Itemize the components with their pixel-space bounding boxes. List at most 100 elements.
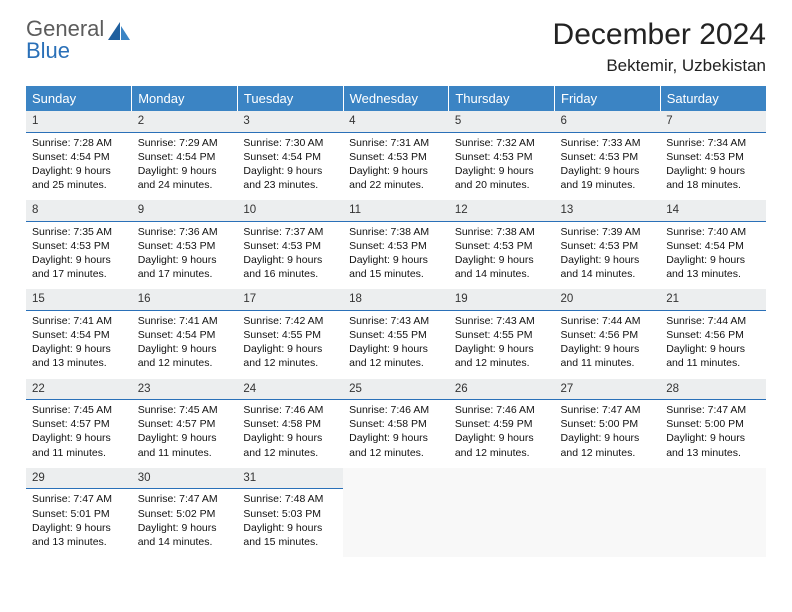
- day-info-line: Sunset: 4:53 PM: [32, 239, 126, 253]
- day-info-line: and 22 minutes.: [349, 178, 443, 192]
- day-number: 2: [132, 111, 238, 132]
- day-info-line: Sunset: 4:57 PM: [32, 417, 126, 431]
- day-info: Sunrise: 7:41 AMSunset: 4:54 PMDaylight:…: [132, 310, 238, 378]
- logo: General Blue: [26, 18, 132, 62]
- day-info-line: Sunrise: 7:28 AM: [32, 136, 126, 150]
- day-info-line: Sunrise: 7:34 AM: [666, 136, 760, 150]
- day-number: [555, 468, 661, 489]
- sail-icon: [106, 20, 132, 44]
- day-info-line: Daylight: 9 hours: [349, 431, 443, 445]
- location: Bektemir, Uzbekistan: [553, 56, 766, 76]
- day-info-line: Daylight: 9 hours: [349, 342, 443, 356]
- day-info: Sunrise: 7:44 AMSunset: 4:56 PMDaylight:…: [660, 310, 766, 378]
- day-info-line: Daylight: 9 hours: [561, 431, 655, 445]
- day-info: Sunrise: 7:47 AMSunset: 5:00 PMDaylight:…: [660, 400, 766, 468]
- day-info-line: and 19 minutes.: [561, 178, 655, 192]
- day-info: Sunrise: 7:29 AMSunset: 4:54 PMDaylight:…: [132, 132, 238, 200]
- day-info-line: Sunset: 4:53 PM: [455, 150, 549, 164]
- day-info-line: Sunrise: 7:31 AM: [349, 136, 443, 150]
- day-header: Tuesday: [237, 86, 343, 111]
- day-info-line: Sunset: 4:54 PM: [32, 328, 126, 342]
- day-info-line: and 12 minutes.: [243, 446, 337, 460]
- day-info: Sunrise: 7:47 AMSunset: 5:00 PMDaylight:…: [555, 400, 661, 468]
- day-info-line: and 11 minutes.: [138, 446, 232, 460]
- logo-word-blue: Blue: [26, 38, 70, 63]
- day-info-line: Sunset: 5:01 PM: [32, 507, 126, 521]
- day-info: Sunrise: 7:38 AMSunset: 4:53 PMDaylight:…: [449, 221, 555, 289]
- day-info-line: Daylight: 9 hours: [455, 431, 549, 445]
- day-info: Sunrise: 7:46 AMSunset: 4:58 PMDaylight:…: [237, 400, 343, 468]
- day-info: Sunrise: 7:40 AMSunset: 4:54 PMDaylight:…: [660, 221, 766, 289]
- day-info-line: and 15 minutes.: [243, 535, 337, 549]
- day-info-line: and 23 minutes.: [243, 178, 337, 192]
- day-number: 28: [660, 379, 766, 400]
- day-info-line: and 11 minutes.: [561, 356, 655, 370]
- day-info-line: Sunrise: 7:45 AM: [32, 403, 126, 417]
- day-header: Monday: [132, 86, 238, 111]
- day-info: Sunrise: 7:41 AMSunset: 4:54 PMDaylight:…: [26, 310, 132, 378]
- day-info-line: Daylight: 9 hours: [138, 164, 232, 178]
- day-number: 21: [660, 289, 766, 310]
- day-info-line: and 12 minutes.: [243, 356, 337, 370]
- day-info-line: Sunrise: 7:44 AM: [666, 314, 760, 328]
- day-info: Sunrise: 7:38 AMSunset: 4:53 PMDaylight:…: [343, 221, 449, 289]
- day-info-line: Sunrise: 7:33 AM: [561, 136, 655, 150]
- day-info-line: Daylight: 9 hours: [243, 521, 337, 535]
- day-info-line: and 12 minutes.: [561, 446, 655, 460]
- day-info: Sunrise: 7:33 AMSunset: 4:53 PMDaylight:…: [555, 132, 661, 200]
- day-info: Sunrise: 7:44 AMSunset: 4:56 PMDaylight:…: [555, 310, 661, 378]
- day-info-line: and 18 minutes.: [666, 178, 760, 192]
- day-info-line: Daylight: 9 hours: [561, 253, 655, 267]
- day-info-line: Daylight: 9 hours: [561, 164, 655, 178]
- day-info-line: Sunrise: 7:39 AM: [561, 225, 655, 239]
- day-number: 14: [660, 200, 766, 221]
- day-info-line: Sunset: 4:54 PM: [138, 328, 232, 342]
- day-info: Sunrise: 7:47 AMSunset: 5:01 PMDaylight:…: [26, 489, 132, 557]
- day-info-line: Sunset: 4:54 PM: [666, 239, 760, 253]
- day-info-line: and 12 minutes.: [349, 356, 443, 370]
- day-info-line: Sunset: 5:02 PM: [138, 507, 232, 521]
- day-info-line: Daylight: 9 hours: [32, 342, 126, 356]
- day-number: 12: [449, 200, 555, 221]
- day-info-line: and 20 minutes.: [455, 178, 549, 192]
- day-info: Sunrise: 7:42 AMSunset: 4:55 PMDaylight:…: [237, 310, 343, 378]
- day-info-line: Sunset: 4:53 PM: [243, 239, 337, 253]
- day-number: 11: [343, 200, 449, 221]
- day-info-line: Daylight: 9 hours: [455, 342, 549, 356]
- day-number: 26: [449, 379, 555, 400]
- day-info: Sunrise: 7:36 AMSunset: 4:53 PMDaylight:…: [132, 221, 238, 289]
- page-title: December 2024: [553, 18, 766, 52]
- day-number: 18: [343, 289, 449, 310]
- day-info-line: Sunrise: 7:42 AM: [243, 314, 337, 328]
- day-number: 13: [555, 200, 661, 221]
- day-number: 1: [26, 111, 132, 132]
- day-info-line: Sunrise: 7:47 AM: [32, 492, 126, 506]
- day-number: 17: [237, 289, 343, 310]
- day-info-line: Sunset: 4:53 PM: [138, 239, 232, 253]
- day-info-line: Daylight: 9 hours: [349, 164, 443, 178]
- day-info: Sunrise: 7:43 AMSunset: 4:55 PMDaylight:…: [449, 310, 555, 378]
- day-info-line: Sunrise: 7:43 AM: [349, 314, 443, 328]
- week-number-row: 293031: [26, 468, 766, 489]
- day-info-line: Sunrise: 7:37 AM: [243, 225, 337, 239]
- day-info-line: Sunrise: 7:48 AM: [243, 492, 337, 506]
- day-info-line: Daylight: 9 hours: [138, 253, 232, 267]
- day-number: [449, 468, 555, 489]
- day-info: Sunrise: 7:31 AMSunset: 4:53 PMDaylight:…: [343, 132, 449, 200]
- day-info-line: Sunset: 4:53 PM: [561, 150, 655, 164]
- day-number: 23: [132, 379, 238, 400]
- day-info-line: Sunrise: 7:43 AM: [455, 314, 549, 328]
- day-info-line: and 11 minutes.: [666, 356, 760, 370]
- day-info: Sunrise: 7:47 AMSunset: 5:02 PMDaylight:…: [132, 489, 238, 557]
- day-info-line: Sunset: 4:54 PM: [243, 150, 337, 164]
- logo-text: General Blue: [26, 18, 104, 62]
- day-info-line: Daylight: 9 hours: [666, 164, 760, 178]
- day-info-line: Daylight: 9 hours: [561, 342, 655, 356]
- day-info-line: Sunrise: 7:35 AM: [32, 225, 126, 239]
- day-info-line: Daylight: 9 hours: [243, 253, 337, 267]
- day-info-line: and 13 minutes.: [666, 267, 760, 281]
- day-info-line: Sunset: 4:56 PM: [561, 328, 655, 342]
- day-info-line: and 17 minutes.: [138, 267, 232, 281]
- day-info-line: Sunrise: 7:38 AM: [455, 225, 549, 239]
- day-header: Thursday: [449, 86, 555, 111]
